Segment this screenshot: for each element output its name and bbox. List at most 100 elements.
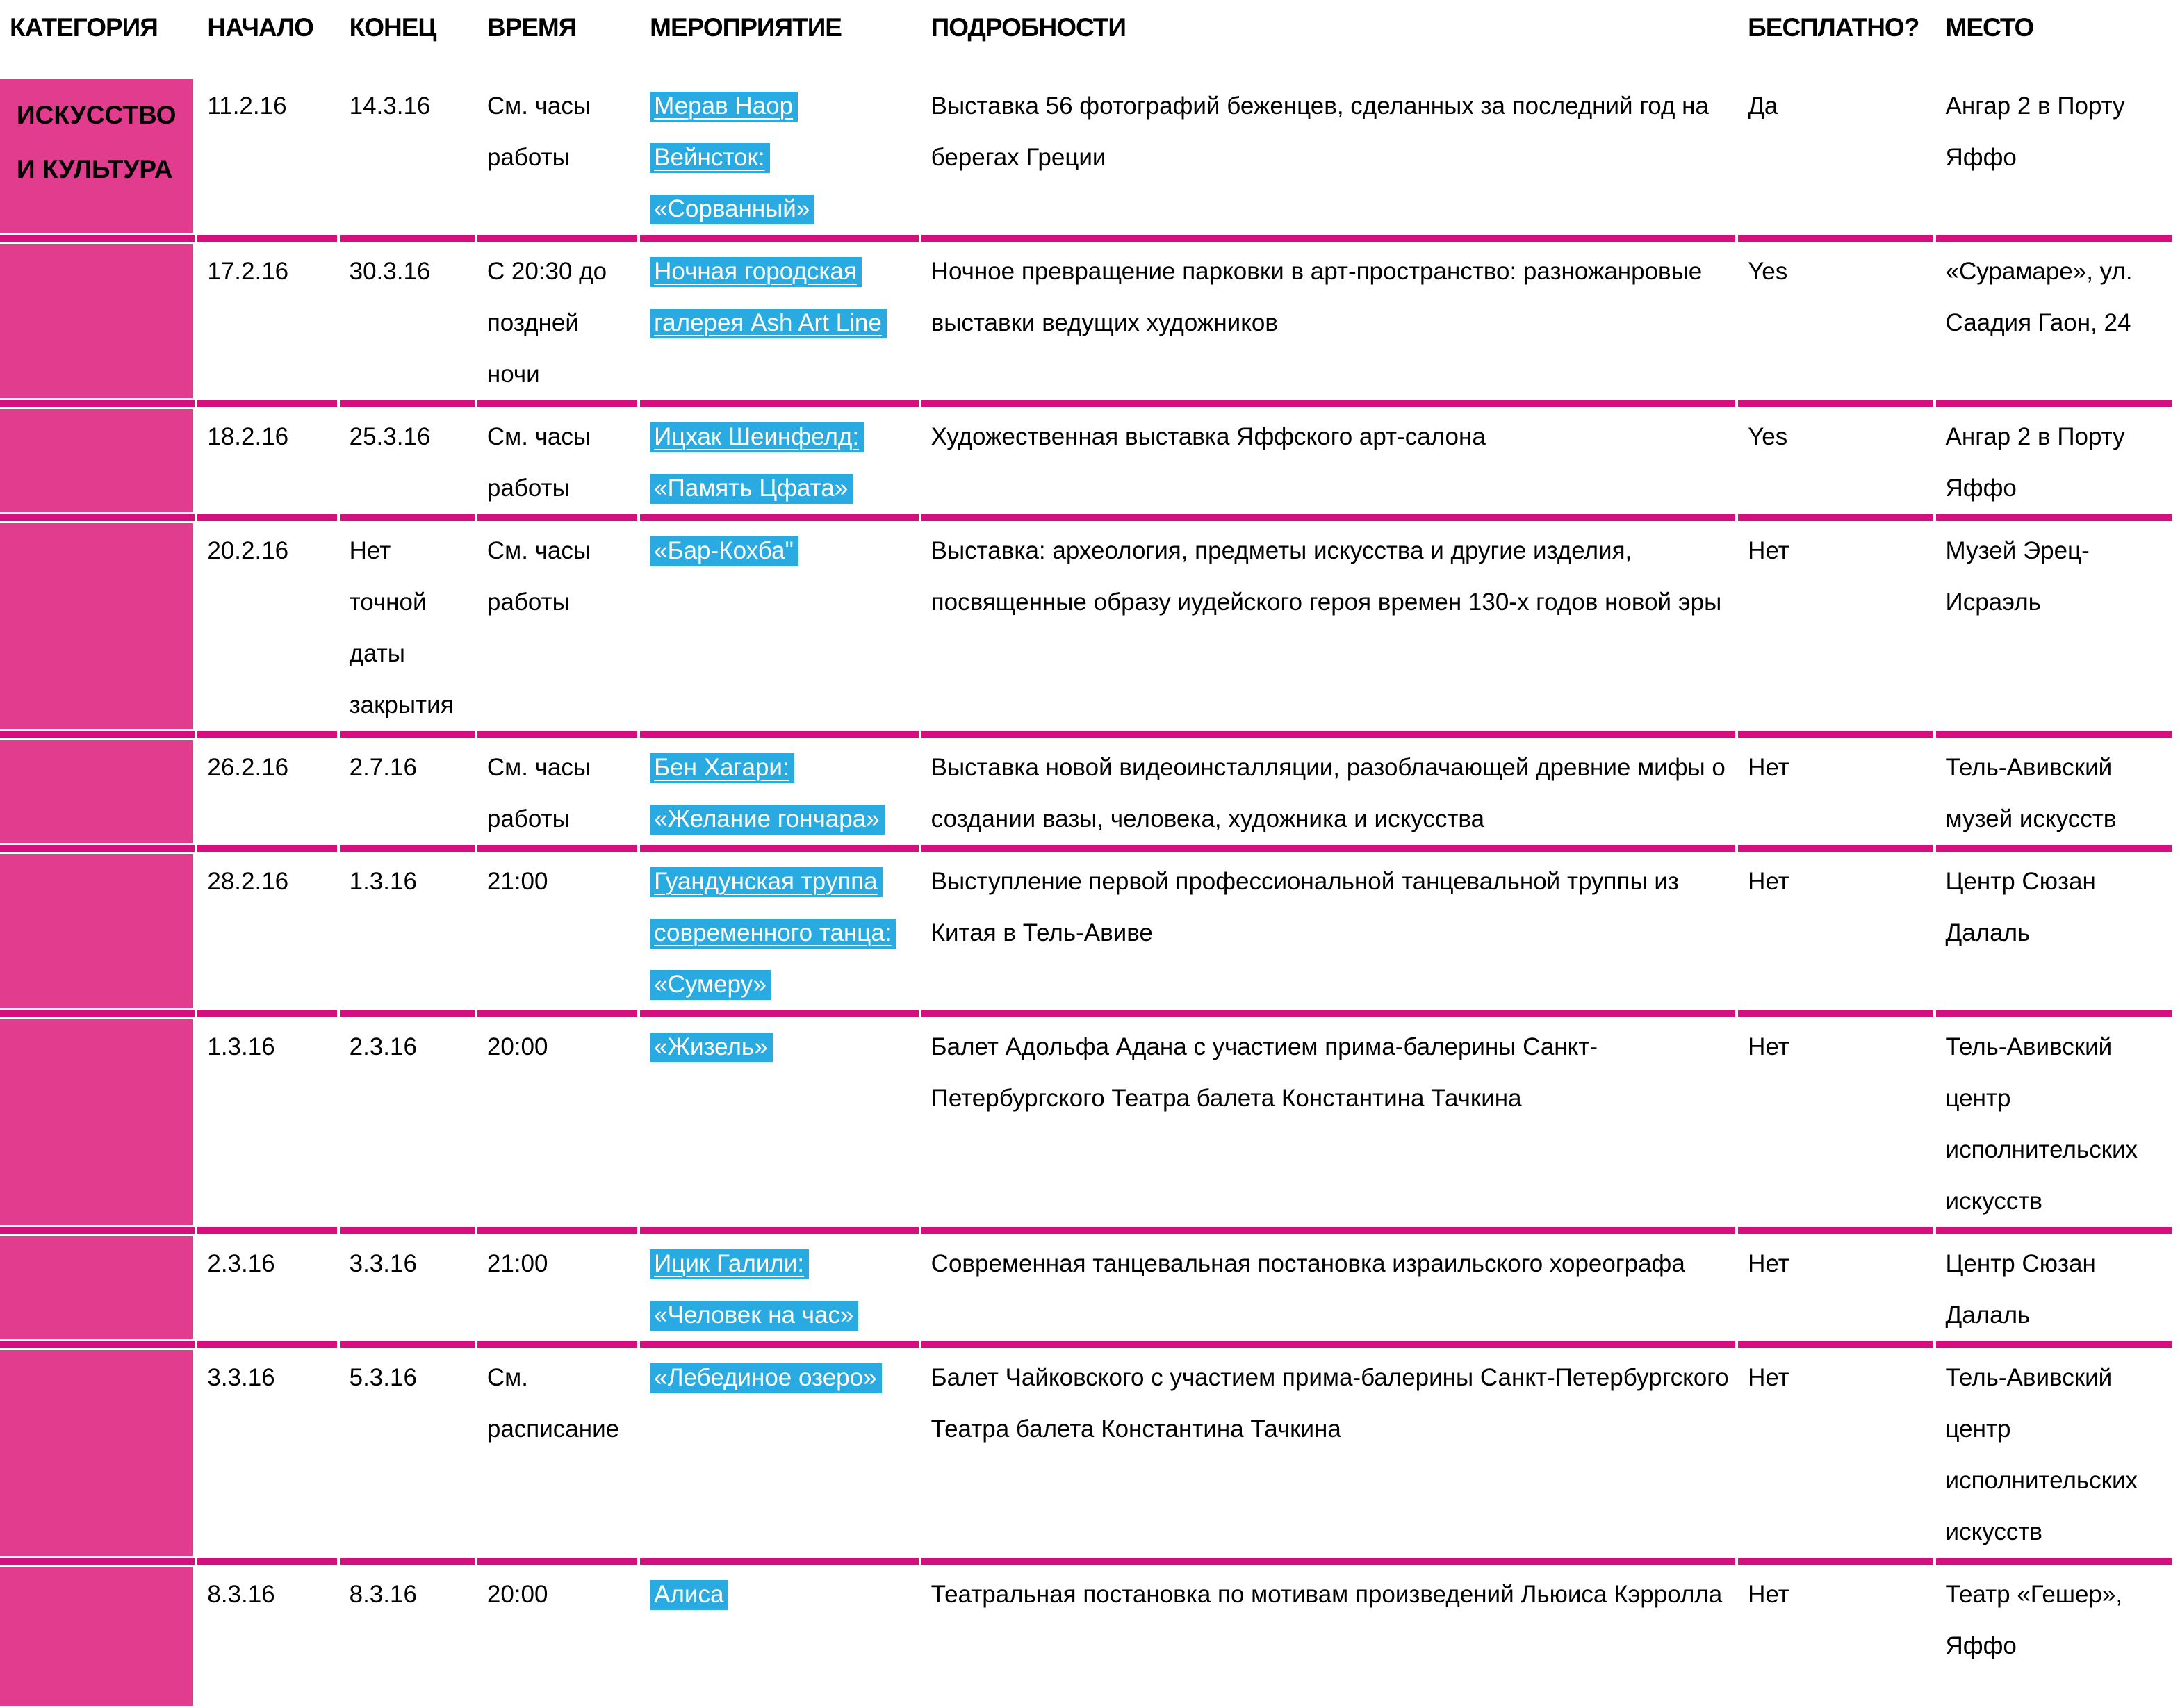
cell-end: 14.3.16 xyxy=(349,92,431,120)
cell-start: 8.3.16 xyxy=(197,1558,337,1708)
cell-free: Нет xyxy=(1738,845,1933,1010)
cell-end: 3.3.16 xyxy=(339,1227,475,1341)
cell-event: «Жизель» xyxy=(640,1010,919,1227)
event-link[interactable]: Мерав Наор Вейнсток: «Сорванный» xyxy=(650,92,815,224)
event-link[interactable]: Ночная городская галерея Ash Art Line xyxy=(650,257,887,338)
cell-start: 11.2.16 xyxy=(207,92,287,120)
cell-end: 5.3.16 xyxy=(339,1341,475,1558)
cell-details: Современная танцевальная постановка изра… xyxy=(921,1227,1736,1341)
cell-start: 18.2.16 xyxy=(197,400,337,514)
cell-details: Выставка: археология, предметы искусства… xyxy=(921,514,1736,731)
column-header-category: КАТЕГОРИЯ xyxy=(10,13,158,42)
event-link[interactable]: «Бар-Кохба" xyxy=(650,536,798,566)
cell-event: Ночная городская галерея Ash Art Line xyxy=(640,235,919,400)
category-cell xyxy=(0,1010,195,1227)
cell-free: Нет xyxy=(1738,1341,1933,1558)
cell-details: Выставка 56 фотографий беженцев, сделанн… xyxy=(931,92,1709,171)
cell-details: Ночное превращение парковки в арт-простр… xyxy=(921,235,1736,400)
cell-place: Центр Сюзан Далаль xyxy=(1935,1227,2172,1341)
cell-place: Музей Эрец- Исраэль xyxy=(1935,514,2172,731)
cell-place: Театр «Гешер», Яффо xyxy=(1935,1558,2172,1708)
cell-free: Yes xyxy=(1738,235,1933,400)
table-row: 20.2.16 Нет точной даты закрытия См. час… xyxy=(0,514,2172,731)
category-cell xyxy=(0,1227,195,1341)
cell-start: 26.2.16 xyxy=(197,731,337,845)
cell-end: 25.3.16 xyxy=(339,400,475,514)
cell-start: 17.2.16 xyxy=(197,235,337,400)
cell-free: Нет xyxy=(1738,1227,1933,1341)
table-row: ИСКУССТВО И КУЛЬТУРА 11.2.16 14.3.16 См.… xyxy=(0,76,2172,235)
table-row: 28.2.16 1.3.16 21:00 Гуандунская труппа … xyxy=(0,845,2172,1010)
cell-end: 1.3.16 xyxy=(339,845,475,1010)
event-link[interactable]: Бен Хагари: «Желание гончара» xyxy=(650,753,885,835)
cell-time: См. расписание xyxy=(477,1341,638,1558)
event-link[interactable]: Ицхак Шеинфелд: «Память Цфата» xyxy=(650,422,864,504)
cell-free: Нет xyxy=(1738,514,1933,731)
category-cell xyxy=(0,1558,195,1708)
cell-event: «Лебединое озеро» xyxy=(640,1341,919,1558)
column-header-end: КОНЕЦ xyxy=(349,13,437,42)
cell-time: 20:00 xyxy=(477,1010,638,1227)
column-header-free: БЕСПЛАТНО? xyxy=(1748,13,1919,42)
category-cell xyxy=(0,731,195,845)
cell-time: См. часы работы xyxy=(477,731,638,845)
table-row: 3.3.16 5.3.16 См. расписание «Лебединое … xyxy=(0,1341,2172,1558)
column-header-time: ВРЕМЯ xyxy=(486,13,577,42)
cell-place: Ангар 2 в Порту Яффо xyxy=(1945,92,2125,171)
cell-details: Художественная выставка Яффского арт-сал… xyxy=(921,400,1736,514)
cell-details: Выставка новой видеоинсталляции, разобла… xyxy=(921,731,1736,845)
event-link[interactable]: Алиса xyxy=(650,1580,729,1610)
cell-event: Алиса xyxy=(640,1558,919,1708)
cell-time: С 20:30 до поздней ночи xyxy=(477,235,638,400)
category-cell xyxy=(0,514,195,731)
category-label: ИСКУССТВО И КУЛЬТУРА xyxy=(17,101,177,183)
cell-start: 1.3.16 xyxy=(197,1010,337,1227)
cell-event: «Бар-Кохба" xyxy=(640,514,919,731)
cell-details: Балет Чайковского с участием прима-балер… xyxy=(921,1341,1736,1558)
cell-time: См. часы работы xyxy=(477,400,638,514)
column-header-start: НАЧАЛО xyxy=(207,13,314,42)
cell-free: Yes xyxy=(1738,400,1933,514)
table-row: 1.3.16 2.3.16 20:00 «Жизель» Балет Адоль… xyxy=(0,1010,2172,1227)
category-cell xyxy=(0,1341,195,1558)
event-link[interactable]: «Лебединое озеро» xyxy=(650,1363,882,1393)
cell-details: Балет Адольфа Адана с участием прима-бал… xyxy=(921,1010,1736,1227)
table-row: 26.2.16 2.7.16 См. часы работы Бен Хагар… xyxy=(0,731,2172,845)
table-row: 8.3.16 8.3.16 20:00 Алиса Театральная по… xyxy=(0,1558,2172,1708)
cell-time: См. часы работы xyxy=(486,92,591,171)
cell-free: Да xyxy=(1748,92,1778,120)
cell-place: «Сурамаре», ул. Саадия Гаон, 24 xyxy=(1935,235,2172,400)
cell-start: 20.2.16 xyxy=(197,514,337,731)
cell-event: Ицхак Шеинфелд: «Память Цфата» xyxy=(640,400,919,514)
cell-time: 21:00 xyxy=(477,1227,638,1341)
event-link[interactable]: «Жизель» xyxy=(650,1033,773,1062)
cell-event: Гуандунская труппа современного танца: «… xyxy=(640,845,919,1010)
cell-free: Нет xyxy=(1738,1558,1933,1708)
cell-event: Бен Хагари: «Желание гончара» xyxy=(640,731,919,845)
cell-place: Тель-Авивский музей искусств xyxy=(1935,731,2172,845)
header-row: КАТЕГОРИЯ НАЧАЛО КОНЕЦ ВРЕМЯ МЕРОПРИЯТИЕ… xyxy=(0,0,2172,76)
category-cell: ИСКУССТВО И КУЛЬТУРА xyxy=(0,76,195,235)
category-cell xyxy=(0,235,195,400)
column-header-event: МЕРОПРИЯТИЕ xyxy=(650,13,842,42)
cell-start: 2.3.16 xyxy=(197,1227,337,1341)
cell-free: Нет xyxy=(1738,731,1933,845)
cell-start: 28.2.16 xyxy=(197,845,337,1010)
event-link[interactable]: Ицик Галили: «Человек на час» xyxy=(650,1249,859,1331)
table-row: 2.3.16 3.3.16 21:00 Ицик Галили: «Челове… xyxy=(0,1227,2172,1341)
cell-place: Центр Сюзан Далаль xyxy=(1935,845,2172,1010)
cell-end: 2.7.16 xyxy=(339,731,475,845)
cell-free: Нет xyxy=(1738,1010,1933,1227)
cell-start: 3.3.16 xyxy=(197,1341,337,1558)
cell-place: Тель-Авивский центр исполнительских иску… xyxy=(1935,1010,2172,1227)
category-cell xyxy=(0,400,195,514)
cell-place: Ангар 2 в Порту Яффо xyxy=(1935,400,2172,514)
event-link[interactable]: Гуандунская труппа современного танца: «… xyxy=(650,867,896,1000)
cell-details: Выступление первой профессиональной танц… xyxy=(921,845,1736,1010)
cell-details: Театральная постановка по мотивам произв… xyxy=(921,1558,1736,1708)
cell-end: 2.3.16 xyxy=(339,1010,475,1227)
cell-time: 21:00 xyxy=(477,845,638,1010)
cell-time: 20:00 xyxy=(477,1558,638,1708)
cell-event: Мерав Наор Вейнсток: «Сорванный» xyxy=(640,76,919,235)
